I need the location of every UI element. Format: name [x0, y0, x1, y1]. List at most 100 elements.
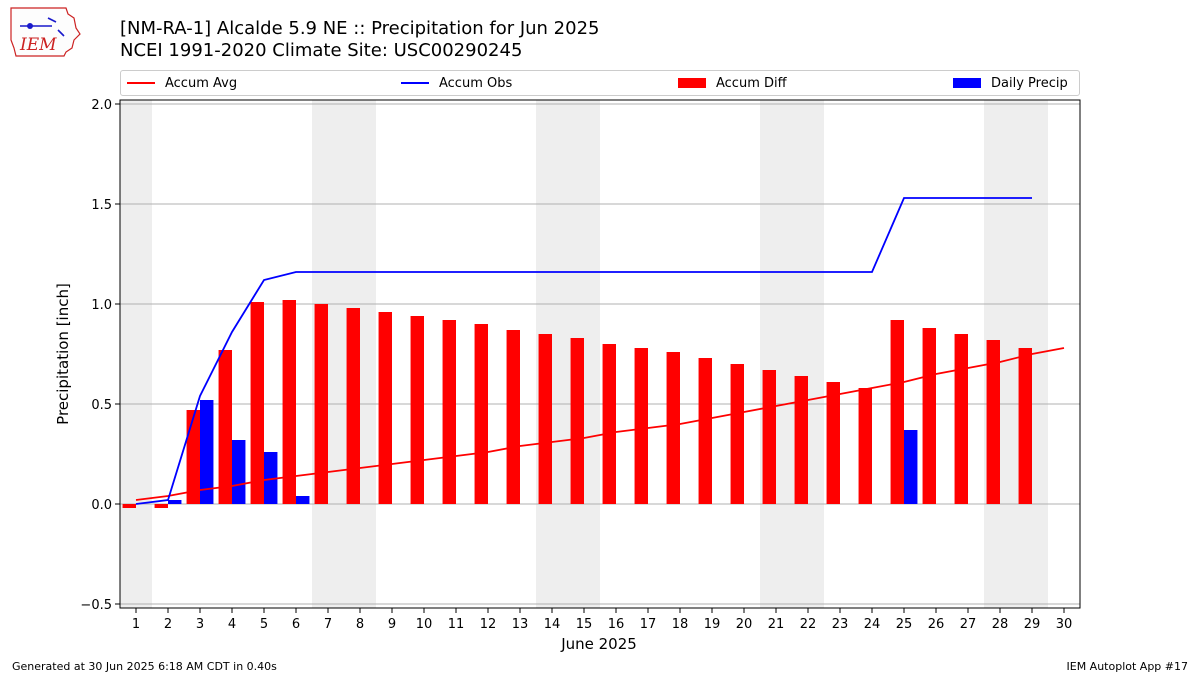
weekend-shading	[120, 100, 1048, 608]
accum-diff-bar	[666, 352, 680, 504]
legend-item-accum-obs: Accum Obs	[401, 71, 512, 95]
accum-diff-bar	[346, 308, 360, 504]
weekend-band	[760, 100, 792, 608]
legend-swatch-accum-obs	[401, 82, 429, 84]
legend-swatch-accum-avg	[127, 82, 155, 84]
x-tick-label: 17	[640, 617, 657, 632]
svg-text:IEM: IEM	[19, 35, 57, 55]
y-axis-label: Precipitation [inch]	[54, 283, 72, 425]
daily-precip-bar	[296, 496, 310, 504]
chart-subtitle: NCEI 1991-2020 Climate Site: USC00290245	[120, 40, 523, 61]
legend-item-daily-precip: Daily Precip	[953, 71, 1068, 95]
x-tick-label: 30	[1056, 617, 1073, 632]
x-tick-label: 25	[896, 617, 913, 632]
accum-diff-bar	[250, 302, 264, 504]
accum-diff-bar	[986, 340, 1000, 504]
accum-diff-bar	[954, 334, 968, 504]
daily-precip-bar	[232, 440, 246, 504]
x-axis-label: June 2025	[560, 635, 637, 653]
accum-diff-bar	[282, 300, 296, 504]
y-tick-label: 1.5	[91, 198, 112, 213]
accum-diff-bar	[314, 304, 328, 504]
x-tick-label: 21	[768, 617, 785, 632]
y-tick-label: 1.0	[91, 298, 112, 313]
daily-precip-bar	[200, 400, 214, 504]
legend-label-accum-avg: Accum Avg	[165, 75, 238, 91]
footer-app: IEM Autoplot App #17	[1066, 660, 1189, 673]
chart-title: [NM-RA-1] Alcalde 5.9 NE :: Precipitatio…	[120, 18, 600, 39]
legend-item-accum-diff: Accum Diff	[678, 71, 787, 95]
x-tick-label: 14	[544, 617, 561, 632]
accum-diff-bar	[922, 328, 936, 504]
x-tick-label: 12	[480, 617, 497, 632]
x-tick-label: 20	[736, 617, 753, 632]
x-tick-label: 5	[260, 617, 268, 632]
x-tick-label: 22	[800, 617, 817, 632]
legend-item-accum-avg: Accum Avg	[127, 71, 237, 95]
accum-diff-bar	[730, 364, 744, 504]
x-tick-label: 8	[356, 617, 364, 632]
footer-generated: Generated at 30 Jun 2025 6:18 AM CDT in …	[12, 660, 277, 673]
x-tick-label: 18	[672, 617, 689, 632]
x-tick-label: 3	[196, 617, 204, 632]
accum-diff-bar	[602, 344, 616, 504]
x-tick-label: 26	[928, 617, 945, 632]
x-tick-label: 7	[324, 617, 332, 632]
weekend-band	[792, 100, 824, 608]
accum-diff-bar	[186, 410, 200, 504]
accum-avg-line	[135, 347, 1065, 501]
daily-precip-bar	[904, 430, 918, 504]
weekend-band	[120, 100, 152, 608]
accum-diff-bar	[634, 348, 648, 504]
legend-swatch-accum-diff	[678, 78, 706, 88]
axes: −0.50.00.51.01.52.01 2 3 4 5 6 7 8 9 10 11 12 13 14 15…	[80, 98, 1081, 632]
accum-diff-bar	[890, 320, 904, 504]
y-tick-label: 2.0	[91, 98, 112, 113]
accum-diff-bar	[474, 324, 488, 504]
x-tick-label: 19	[704, 617, 721, 632]
x-tick-label: 24	[864, 617, 881, 632]
accum-diff-bar	[762, 370, 776, 504]
plot-frame	[119, 99, 1081, 609]
x-tick-label: 10	[416, 617, 433, 632]
daily-precip-bar	[168, 500, 182, 504]
x-tick-label: 6	[292, 617, 300, 632]
legend-label-accum-diff: Accum Diff	[716, 75, 787, 91]
daily-precip-bar	[264, 452, 278, 504]
x-tick-label: 27	[960, 617, 977, 632]
legend-label-accum-obs: Accum Obs	[439, 75, 513, 91]
x-tick-label: 11	[448, 617, 465, 632]
accum-diff-bar	[826, 382, 840, 504]
x-tick-label: 28	[992, 617, 1009, 632]
y-tick-label: −0.5	[80, 598, 112, 613]
accum-diff-bar	[410, 316, 424, 504]
x-tick-label: 1	[132, 617, 140, 632]
x-tick-label: 4	[228, 617, 236, 632]
chart-legend: Accum Avg Accum Obs Accum Diff Daily Pre…	[120, 70, 1080, 96]
y-tick-label: 0.5	[91, 398, 112, 413]
accum-diff-bar	[218, 350, 232, 504]
x-tick-label: 16	[608, 617, 625, 632]
lines	[135, 197, 1065, 505]
accum-obs-line	[135, 197, 1032, 505]
x-tick-label: 13	[512, 617, 529, 632]
gridlines	[120, 103, 1080, 605]
legend-label-daily-precip: Daily Precip	[991, 75, 1068, 91]
y-tick-label: 0.0	[91, 498, 112, 513]
accum-diff-bar	[506, 330, 520, 504]
accum-diff-bar	[442, 320, 456, 504]
x-tick-label: 23	[832, 617, 849, 632]
accum-diff-bar	[154, 504, 168, 508]
legend-swatch-daily-precip	[953, 78, 981, 88]
accum-diff-bar	[122, 504, 136, 508]
accum-diff-bar	[858, 388, 872, 504]
accum-diff-bar	[1018, 348, 1032, 504]
x-tick-label: 9	[388, 617, 396, 632]
accum-diff-bar	[378, 312, 392, 504]
bars	[122, 300, 1032, 508]
x-tick-label: 29	[1024, 617, 1041, 632]
accum-diff-bar	[794, 376, 808, 504]
x-tick-label: 15	[576, 617, 593, 632]
accum-diff-bar	[538, 334, 552, 504]
